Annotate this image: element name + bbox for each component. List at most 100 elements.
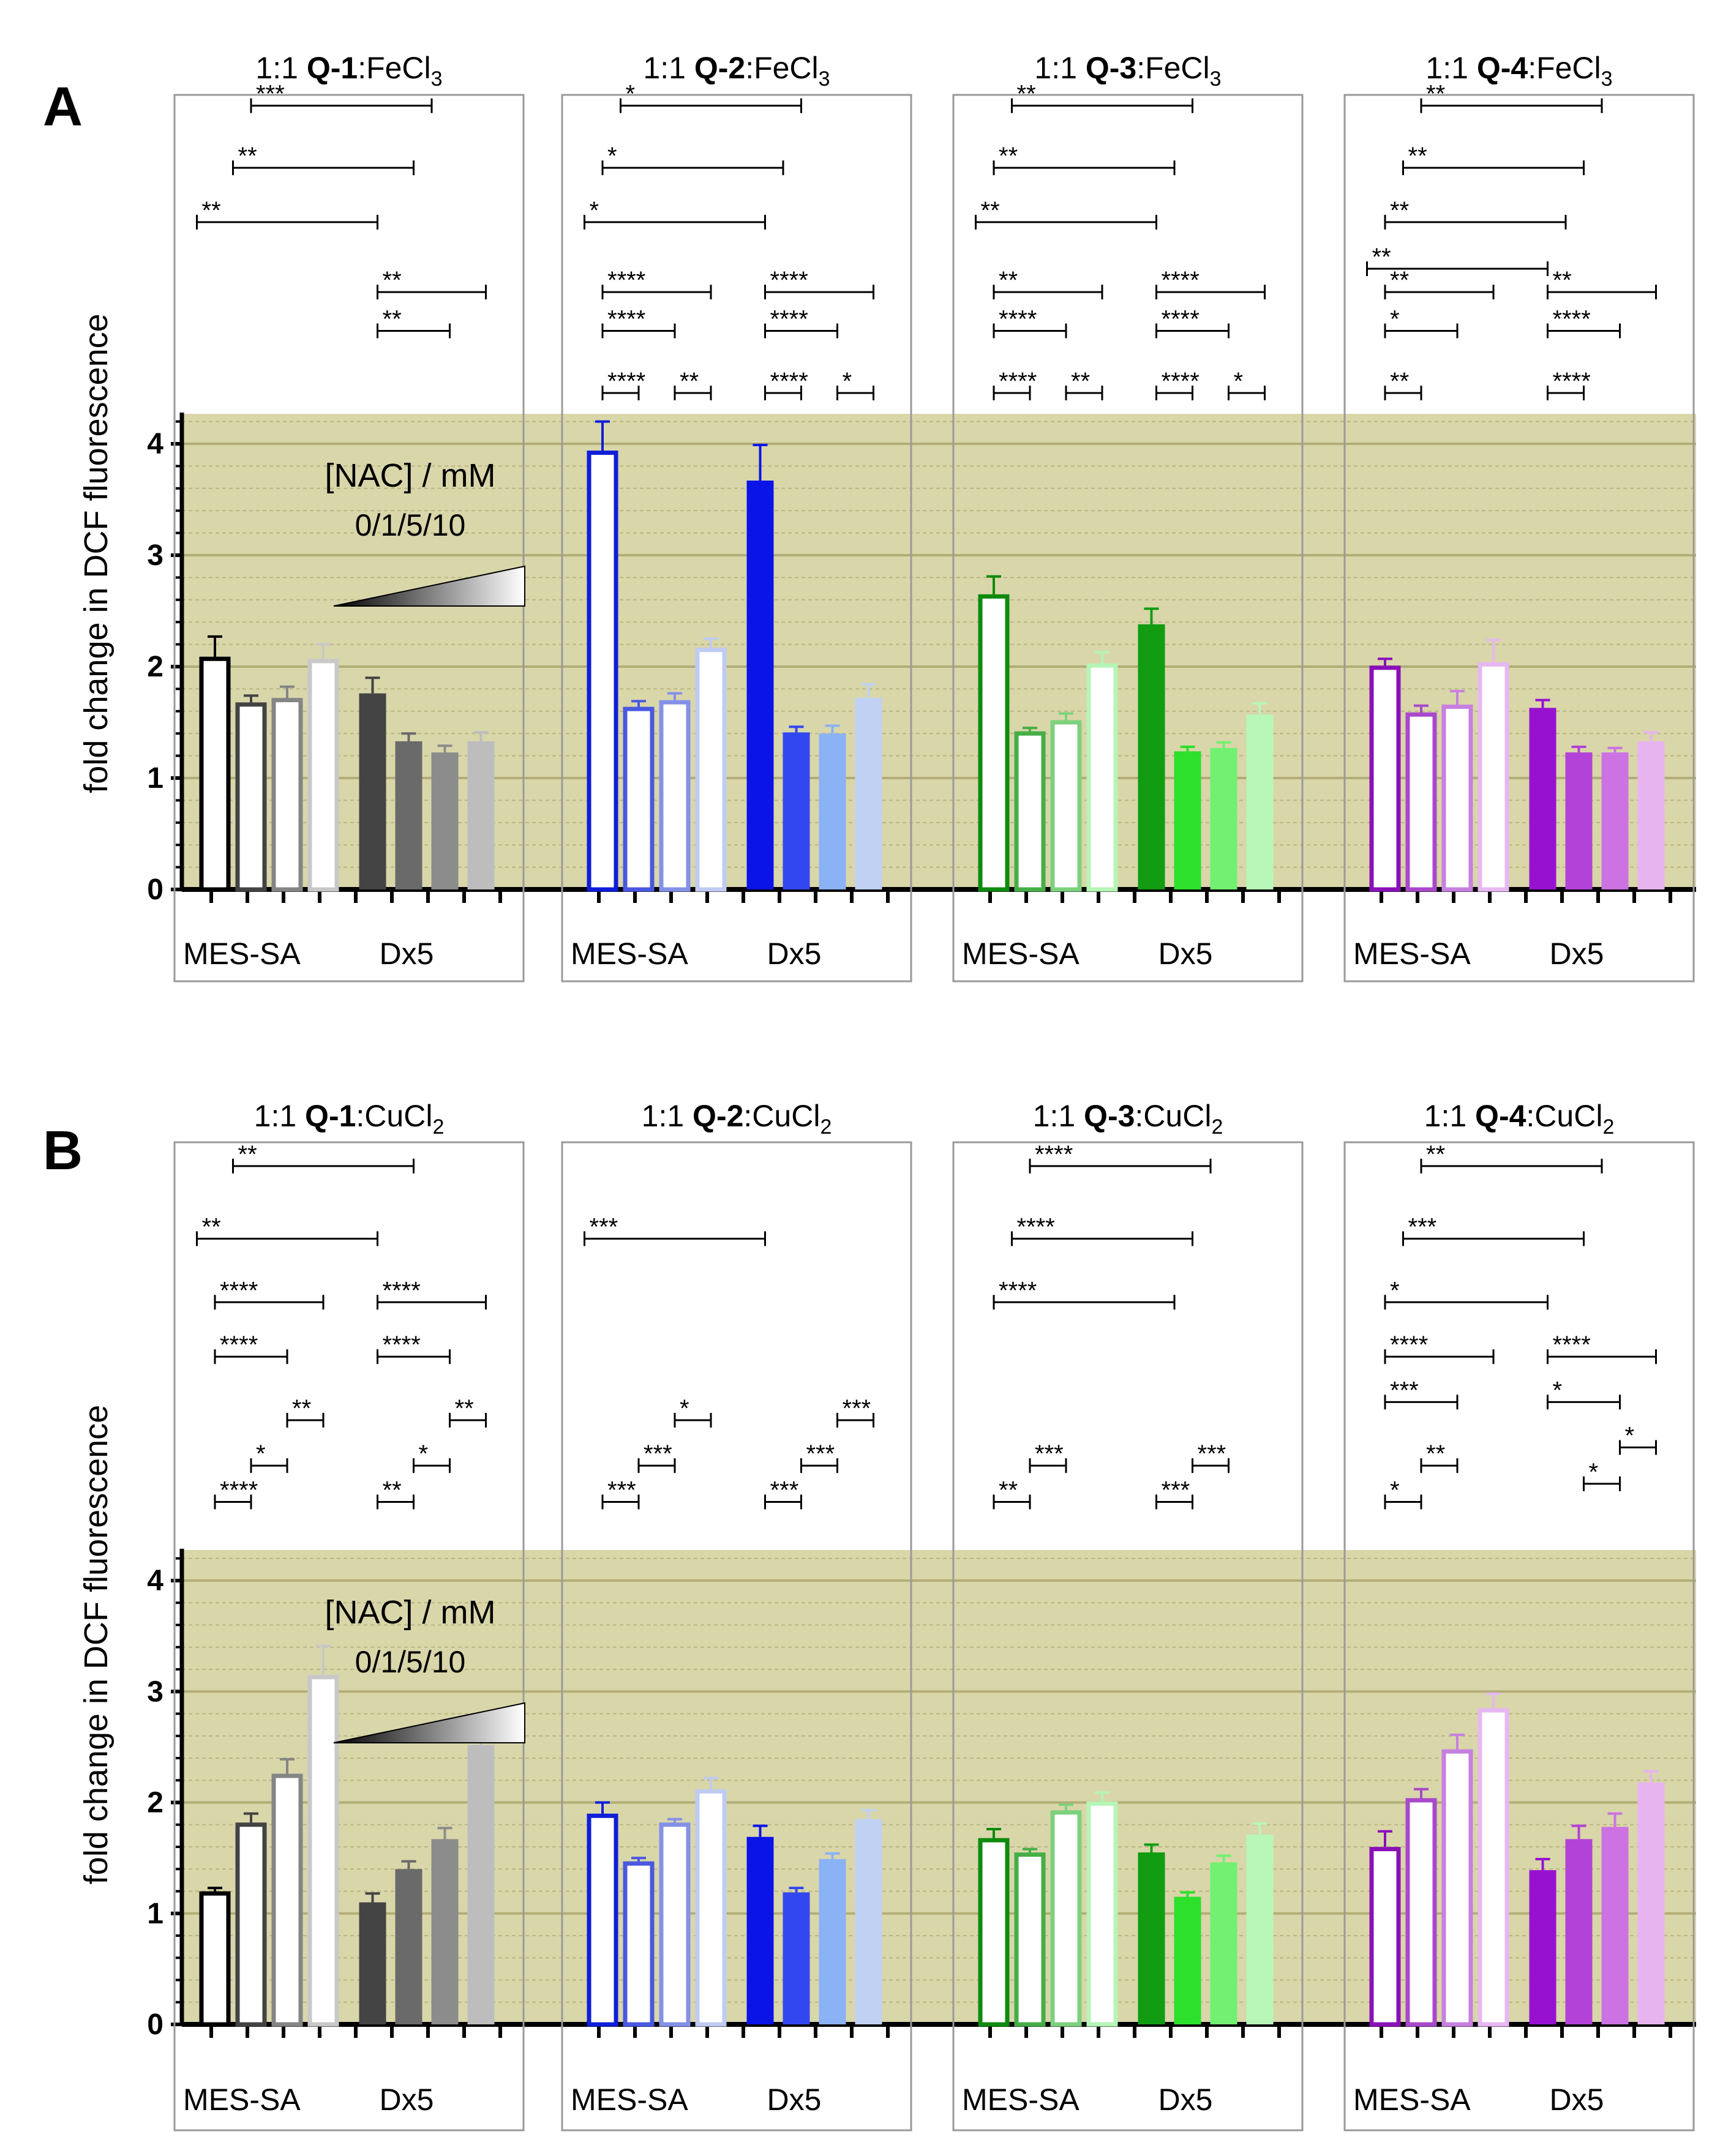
dx5-bar-3 xyxy=(467,741,495,889)
group-label-mes-sa: MES-SA xyxy=(962,937,1080,971)
significance-label: **** xyxy=(607,368,645,395)
significance-label: * xyxy=(1234,368,1244,395)
group-label-mes-sa: MES-SA xyxy=(1353,2083,1471,2117)
group-label-dx5: Dx5 xyxy=(1550,937,1604,971)
significance-label: **** xyxy=(1162,305,1200,332)
group-label-dx5: Dx5 xyxy=(767,2083,822,2117)
group-label-mes-sa: MES-SA xyxy=(183,2083,301,2117)
title-ratio: 1:1 xyxy=(254,1099,305,1133)
title-subscript: 2 xyxy=(820,1115,832,1139)
mes-sa-bar-3 xyxy=(1478,1708,1509,2027)
nac-legend-title: [NAC] / mM xyxy=(325,457,496,494)
subpanel-title: 1:1 Q-1:FeCl3 xyxy=(255,51,442,91)
mes-sa-bar-1 xyxy=(623,1861,655,2027)
mes-sa-bar-2 xyxy=(271,698,303,892)
significance-label: **** xyxy=(220,1477,258,1504)
mes-sa-bar-2 xyxy=(1441,1749,1473,2027)
group-label-dx5: Dx5 xyxy=(767,937,822,971)
title-compound: Q-2 xyxy=(694,51,745,85)
title-salt: :FeCl xyxy=(745,51,818,85)
panel-A: 0 1 2 3 4 fold change in DCF fluorescence A 1:1… xyxy=(43,51,1696,983)
significance-label: **** xyxy=(1162,267,1200,294)
significance-label: *** xyxy=(843,1395,871,1422)
dx5-bar-3 xyxy=(855,697,882,889)
significance-label: **** xyxy=(607,267,645,294)
significance-label: **** xyxy=(999,305,1037,332)
significance-label: ** xyxy=(1017,81,1036,108)
mes-sa-bar-3 xyxy=(1086,1801,1118,2027)
mes-sa-bar-0 xyxy=(1369,665,1401,892)
significance-label: * xyxy=(680,1395,689,1422)
y-tick-label: 3 xyxy=(147,1675,163,1708)
title-compound: Q-2 xyxy=(693,1099,743,1133)
significance-label: **** xyxy=(607,305,645,332)
nac-gradient-wedge xyxy=(333,565,525,607)
nac-gradient-wedge xyxy=(333,1702,525,1743)
dx5-bar-0 xyxy=(1529,1870,1556,2024)
title-salt: :FeCl xyxy=(1528,51,1601,85)
title-subscript: 3 xyxy=(431,67,443,91)
dx5-bar-2 xyxy=(1210,1862,1237,2024)
significance-label: *** xyxy=(607,1477,636,1504)
significance-label: * xyxy=(607,143,617,170)
dx5-bar-3 xyxy=(1637,741,1665,889)
dx5-bar-0 xyxy=(1529,708,1556,889)
significance-label: *** xyxy=(256,81,285,108)
significance-label: ** xyxy=(202,1213,221,1240)
y-tick-label: 0 xyxy=(147,874,163,906)
significance-label: *** xyxy=(590,1213,618,1240)
significance-label: *** xyxy=(1035,1440,1064,1467)
subpanel-frame xyxy=(952,94,1304,983)
significance-label: * xyxy=(1390,1277,1400,1304)
title-ratio: 1:1 xyxy=(1425,51,1476,85)
y-tick-label: 3 xyxy=(147,539,163,572)
dx5-bar-3 xyxy=(467,1745,495,2024)
title-ratio: 1:1 xyxy=(643,51,694,85)
significance-label: ** xyxy=(383,267,402,294)
title-ratio: 1:1 xyxy=(255,51,306,85)
mes-sa-bar-1 xyxy=(235,1822,267,2027)
subpanel-title: 1:1 Q-2:FeCl3 xyxy=(643,51,830,91)
dx5-bar-1 xyxy=(1174,1896,1201,2024)
mes-sa-bar-0 xyxy=(978,1838,1010,2027)
significance-label: **** xyxy=(220,1331,258,1358)
group-label-mes-sa: MES-SA xyxy=(571,2083,688,2117)
significance-label: ** xyxy=(1390,197,1409,224)
significance-label: ** xyxy=(383,1477,402,1504)
mes-sa-bar-0 xyxy=(587,1813,618,2027)
panel-letter: A xyxy=(43,77,83,138)
significance-label: **** xyxy=(770,267,808,294)
group-label-dx5: Dx5 xyxy=(1158,2083,1213,2117)
dx5-bar-3 xyxy=(1637,1782,1665,2024)
dx5-bar-1 xyxy=(1565,1839,1593,2024)
subpanel-frame xyxy=(561,94,912,983)
subpanel-frame xyxy=(1343,94,1695,983)
y-tick-label: 0 xyxy=(147,2008,163,2041)
dx5-bar-1 xyxy=(395,1869,422,2024)
subpanel-frame xyxy=(173,94,525,983)
significance-label: **** xyxy=(1035,1141,1073,1168)
significance-label: *** xyxy=(644,1440,672,1467)
dx5-bar-1 xyxy=(395,741,422,889)
dx5-bar-0 xyxy=(359,693,386,889)
subpanel-title: 1:1 Q-3:FeCl3 xyxy=(1034,51,1221,91)
nac-legend-values: 0/1/5/10 xyxy=(355,1645,466,1679)
title-salt: :FeCl xyxy=(358,51,430,85)
significance-label: ** xyxy=(1372,244,1391,271)
significance-label: * xyxy=(256,1440,266,1467)
dx5-bar-2 xyxy=(1601,1827,1629,2024)
mes-sa-bar-0 xyxy=(978,594,1010,892)
title-subscript: 3 xyxy=(1601,67,1613,91)
significance-label: * xyxy=(590,197,599,224)
y-axis-label: fold change in DCF fluorescence xyxy=(78,1405,115,1884)
group-label-dx5: Dx5 xyxy=(380,2083,434,2117)
mes-sa-bar-2 xyxy=(271,1773,303,2027)
significance-label: *** xyxy=(1390,1377,1419,1404)
y-tick-label: 1 xyxy=(147,762,163,795)
significance-label: ** xyxy=(999,143,1018,170)
subpanel-title: 1:1 Q-2:CuCl2 xyxy=(642,1099,832,1139)
